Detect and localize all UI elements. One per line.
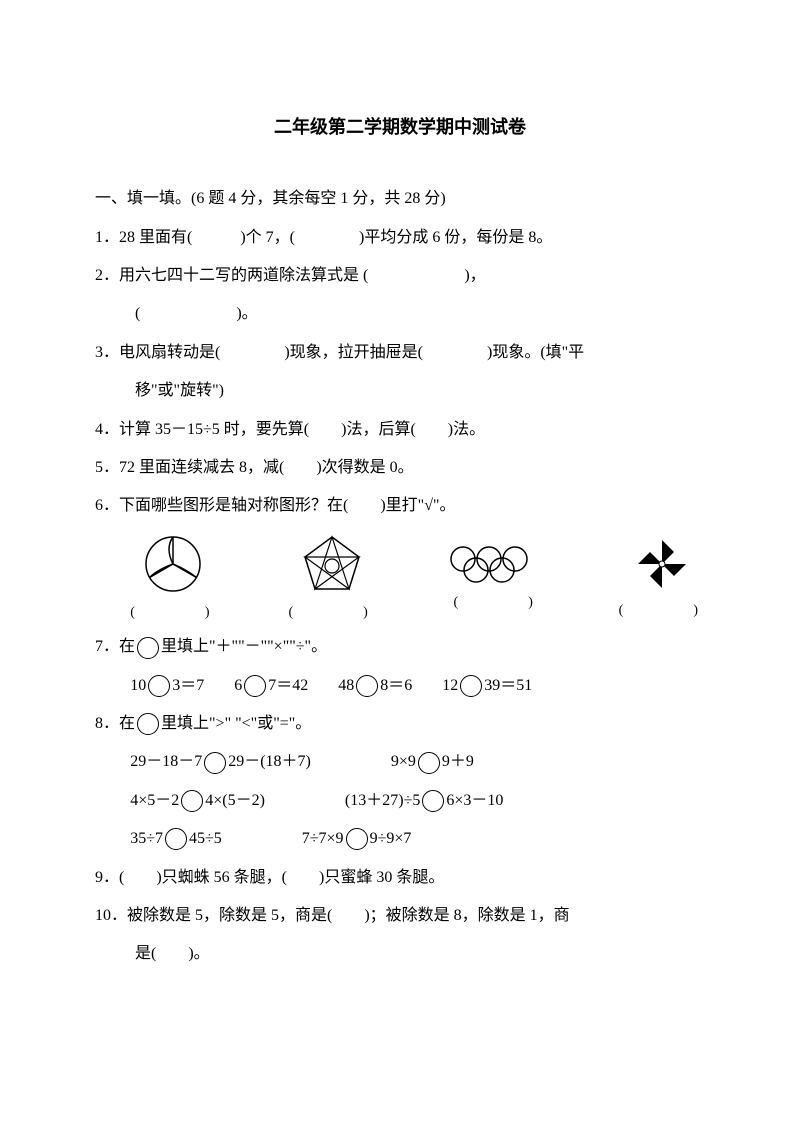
section-1-heading: 一、填一填。(6 题 4 分，其余每空 1 分，共 28 分)	[95, 184, 705, 214]
question-3: 3．电风扇转动是( )现象，拉开抽屉是( )现象。(填"平	[121, 338, 705, 368]
figure-3: ( )	[447, 544, 547, 617]
figure-4-label: ( )	[619, 598, 705, 625]
question-7-expressions: 103＝7 67＝42 488＝6 1239＝51	[95, 671, 705, 701]
question-2: 2．用六七四十二写的两道除法算式是 ( )，	[121, 261, 705, 291]
figure-2-label: ( )	[288, 600, 374, 627]
question-3-cont: 移"或"旋转")	[95, 376, 705, 406]
circle-blank-icon	[244, 675, 266, 697]
circle-blank-icon	[137, 637, 159, 659]
question-6: 6．下面哪些图形是轴对称图形？在( )里打"√"。	[121, 491, 705, 521]
page-title: 二年级第二学期数学期中测试卷	[95, 110, 705, 144]
question-8: 8．在里填上">" "<"或"="。	[121, 709, 705, 739]
q7-prefix: 7．在	[95, 638, 135, 655]
q7-expr-4: 1239＝51	[442, 671, 532, 701]
q7-expr-2: 67＝42	[234, 671, 308, 701]
question-10: 10．被除数是 5，除数是 5，商是( )；被除数是 8，除数是 1，商	[121, 901, 705, 931]
pinwheel-icon	[634, 536, 690, 592]
olympic-rings-icon	[447, 544, 547, 584]
figure-3-label: ( )	[454, 590, 540, 617]
figure-1-label: ( )	[130, 600, 216, 627]
circle-blank-icon	[422, 790, 444, 812]
figure-4: ( )	[619, 536, 705, 625]
q8-expr-4: (13＋27)÷56×3－10	[345, 786, 503, 816]
q8-expr-2: 9×99＋9	[391, 747, 474, 777]
figure-1: ( )	[130, 534, 216, 627]
question-1: 1．28 里面有( )个 7，( )平均分成 6 份，每份是 8。	[121, 223, 705, 253]
figure-2: ( )	[288, 534, 374, 627]
question-5: 5．72 里面连续减去 8，减( )次得数是 0。	[121, 453, 705, 483]
q8-expr-6: 7÷7×99÷9×7	[302, 824, 412, 854]
q7-suffix: 里填上"＋""－""×""÷"。	[161, 638, 327, 655]
circle-blank-icon	[148, 675, 170, 697]
circle-blank-icon	[165, 828, 187, 850]
q8-expr-1: 29－18－729－(18＋7)	[130, 747, 311, 777]
q8-suffix: 里填上">" "<"或"="。	[161, 715, 311, 732]
circle-blank-icon	[460, 675, 482, 697]
circle-blank-icon	[418, 752, 440, 774]
question-7: 7．在里填上"＋""－""×""÷"。	[121, 632, 705, 662]
question-9: 9．( )只蜘蛛 56 条腿，( )只蜜蜂 30 条腿。	[121, 863, 705, 893]
circle-blank-icon	[356, 675, 378, 697]
question-8-row-1: 29－18－729－(18＋7) 9×99＋9	[95, 747, 705, 777]
question-4: 4．计算 35－15÷5 时，要先算( )法，后算( )法。	[121, 415, 705, 445]
q7-expr-1: 103＝7	[130, 671, 204, 701]
circle-blank-icon	[204, 752, 226, 774]
q8-expr-3: 4×5－24×(5－2)	[130, 786, 265, 816]
three-blade-circle-icon	[143, 534, 203, 594]
question-8-row-3: 35÷745÷5 7÷7×99÷9×7	[95, 824, 705, 854]
q8-expr-5: 35÷745÷5	[130, 824, 222, 854]
circle-blank-icon	[346, 828, 368, 850]
circle-blank-icon	[181, 790, 203, 812]
pentagon-swirl-icon	[300, 534, 364, 594]
question-10-cont: 是( )。	[95, 939, 705, 969]
question-6-figures: ( ) ( ) ( ) ( )	[95, 534, 705, 627]
circle-blank-icon	[137, 713, 159, 735]
q7-expr-3: 488＝6	[338, 671, 412, 701]
question-2-cont: ( )。	[95, 299, 705, 329]
question-8-row-2: 4×5－24×(5－2) (13＋27)÷56×3－10	[95, 786, 705, 816]
q8-prefix: 8．在	[95, 715, 135, 732]
